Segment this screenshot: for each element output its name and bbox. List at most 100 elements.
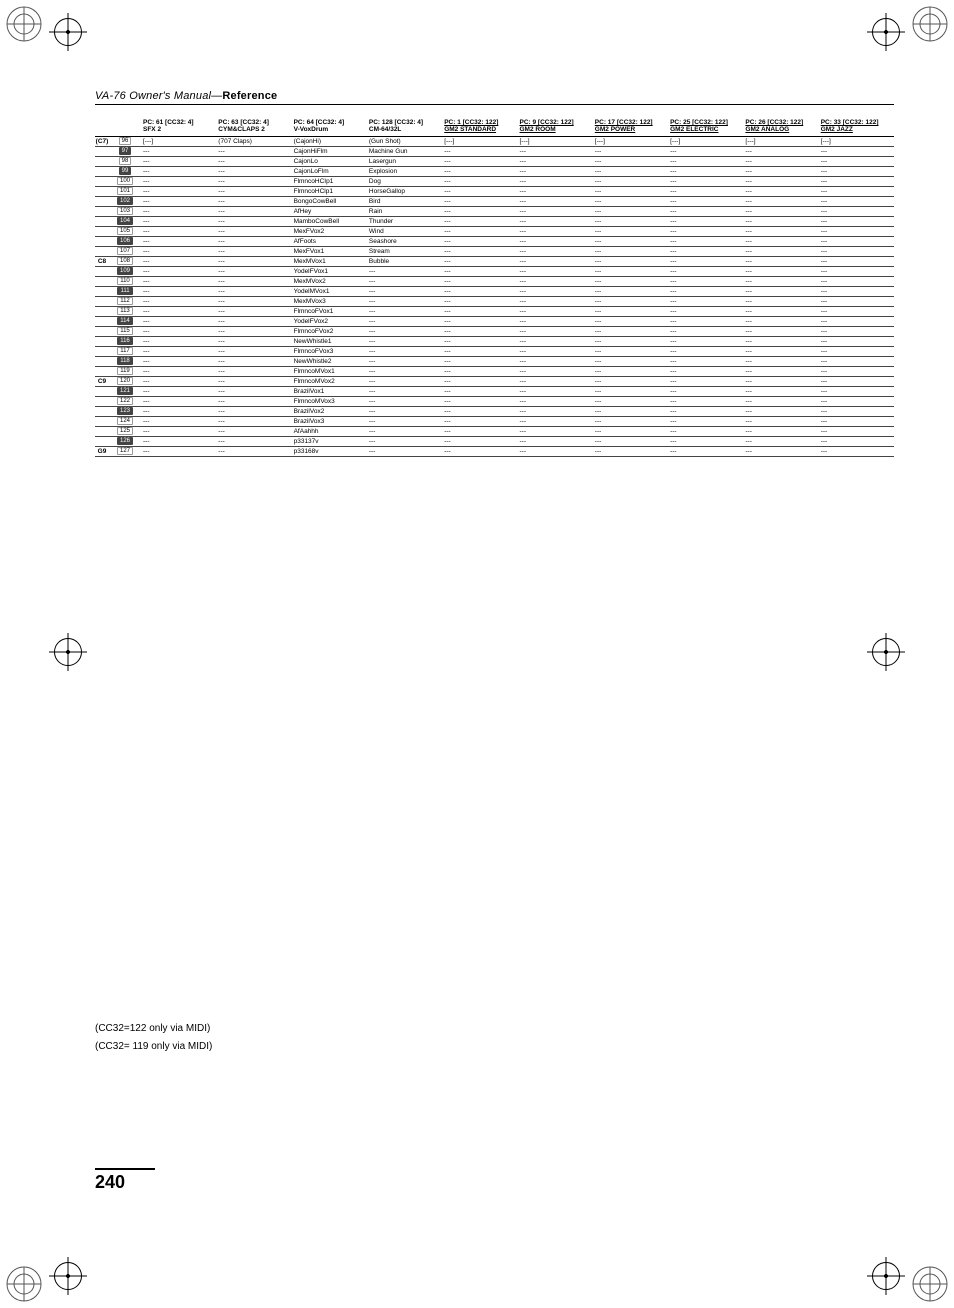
table-cell: --- [216, 178, 291, 185]
table-row: 97------CajonHiFlmMachine Gun-----------… [95, 147, 894, 157]
table-cell: --- [216, 198, 291, 205]
note-number: 108 [117, 257, 133, 265]
table-row: 115------FlmncoFVox2--------------------… [95, 327, 894, 337]
note-number: 97 [119, 147, 132, 155]
table-cell: NewWhistle2 [292, 358, 367, 365]
table-cell: --- [819, 328, 894, 335]
table-row: 119------FlmncoMVox1--------------------… [95, 367, 894, 377]
table-cell: --- [442, 208, 517, 215]
note-number: 123 [117, 407, 133, 415]
table-cell: YodelFVox2 [292, 318, 367, 325]
table-row: 98------CajonLoLasergun-----------------… [95, 157, 894, 167]
table-cell: --- [668, 298, 743, 305]
table-cell: CajonHiFlm [292, 148, 367, 155]
table-cell: --- [668, 388, 743, 395]
note-number-cell: 116 [109, 337, 141, 346]
table-cell: --- [141, 448, 216, 455]
table-cell: --- [141, 338, 216, 345]
table-cell: --- [518, 368, 593, 375]
note-number: 127 [117, 447, 133, 455]
table-cell: --- [593, 188, 668, 195]
table-cell: --- [743, 318, 818, 325]
table-cell: FlmncoHClp1 [292, 188, 367, 195]
table-cell: --- [442, 418, 517, 425]
table-row: 124------BrazilVox3--------------------- [95, 417, 894, 427]
note-number-cell: 117 [109, 347, 141, 356]
table-cell: --- [518, 248, 593, 255]
table-cell: MexMVox3 [292, 298, 367, 305]
note-number-cell: 105 [109, 227, 141, 236]
table-cell: --- [216, 378, 291, 385]
note-number-cell: 119 [109, 367, 141, 376]
table-cell: --- [141, 398, 216, 405]
note-number: 114 [117, 317, 133, 325]
table-row: (C7)96[---](707 Claps)(CajonHi)(Gun Shot… [95, 137, 894, 147]
table-cell: --- [743, 258, 818, 265]
column-header: PC: 26 [CC32: 122]GM2 ANALOG [743, 119, 818, 134]
table-cell: --- [442, 338, 517, 345]
table-cell: FlmncoHCIp1 [292, 178, 367, 185]
table-cell: --- [442, 198, 517, 205]
table-cell: --- [668, 398, 743, 405]
table-cell: --- [518, 198, 593, 205]
table-cell: --- [593, 438, 668, 445]
table-cell: CajonLoFlm [292, 168, 367, 175]
table-cell: --- [819, 358, 894, 365]
table-cell: FlmncoFVox1 [292, 308, 367, 315]
table-cell: --- [593, 398, 668, 405]
table-row: 100------FlmncoHCIp1Dog-----------------… [95, 177, 894, 187]
table-cell: Rain [367, 208, 442, 215]
table-cell: --- [819, 448, 894, 455]
table-cell: --- [743, 298, 818, 305]
table-cell: --- [743, 198, 818, 205]
table-cell: --- [367, 298, 442, 305]
table-cell: --- [518, 178, 593, 185]
table-cell: --- [819, 338, 894, 345]
table-cell: --- [743, 158, 818, 165]
note-number-cell: 121 [109, 387, 141, 396]
table-cell: --- [216, 228, 291, 235]
note-number: 116 [117, 337, 133, 345]
table-cell: --- [141, 238, 216, 245]
footnote-line: (CC32=122 only via MIDI) [95, 1020, 212, 1038]
table-cell: --- [216, 148, 291, 155]
table-cell: --- [668, 178, 743, 185]
table-cell: p33168v [292, 448, 367, 455]
table-cell: --- [518, 218, 593, 225]
table-cell: --- [141, 428, 216, 435]
table-cell: --- [743, 368, 818, 375]
table-row: 118------NewWhistle2--------------------… [95, 357, 894, 367]
table-cell: --- [216, 368, 291, 375]
note-number-cell: 96 [109, 137, 141, 146]
table-cell: --- [743, 308, 818, 315]
table-cell: --- [442, 278, 517, 285]
table-cell: --- [216, 278, 291, 285]
table-cell: FlmncoMVox2 [292, 378, 367, 385]
table-cell: --- [668, 328, 743, 335]
table-cell: --- [216, 448, 291, 455]
table-cell: --- [819, 368, 894, 375]
footer-rule [95, 1168, 155, 1170]
header-title-bold: Reference [222, 90, 277, 102]
table-cell: --- [743, 438, 818, 445]
table-cell: --- [819, 198, 894, 205]
column-header: PC: 1 [CC32: 122]GM2 STANDARD [442, 119, 517, 134]
table-cell: --- [819, 278, 894, 285]
note-number-cell: 110 [109, 277, 141, 286]
table-cell: --- [593, 258, 668, 265]
table-cell: --- [367, 288, 442, 295]
table-cell: --- [819, 318, 894, 325]
table-cell: --- [216, 268, 291, 275]
table-cell: --- [216, 438, 291, 445]
table-cell: --- [141, 218, 216, 225]
table-cell: [---] [593, 138, 668, 145]
table-cell: --- [216, 238, 291, 245]
table-cell: --- [367, 318, 442, 325]
table-cell: --- [743, 268, 818, 275]
footnotes: (CC32=122 only via MIDI) (CC32= 119 only… [95, 1020, 212, 1056]
corner-ornament-bl [6, 1266, 42, 1302]
table-cell: --- [819, 168, 894, 175]
table-cell: --- [819, 308, 894, 315]
table-cell: --- [367, 348, 442, 355]
table-cell: --- [442, 288, 517, 295]
